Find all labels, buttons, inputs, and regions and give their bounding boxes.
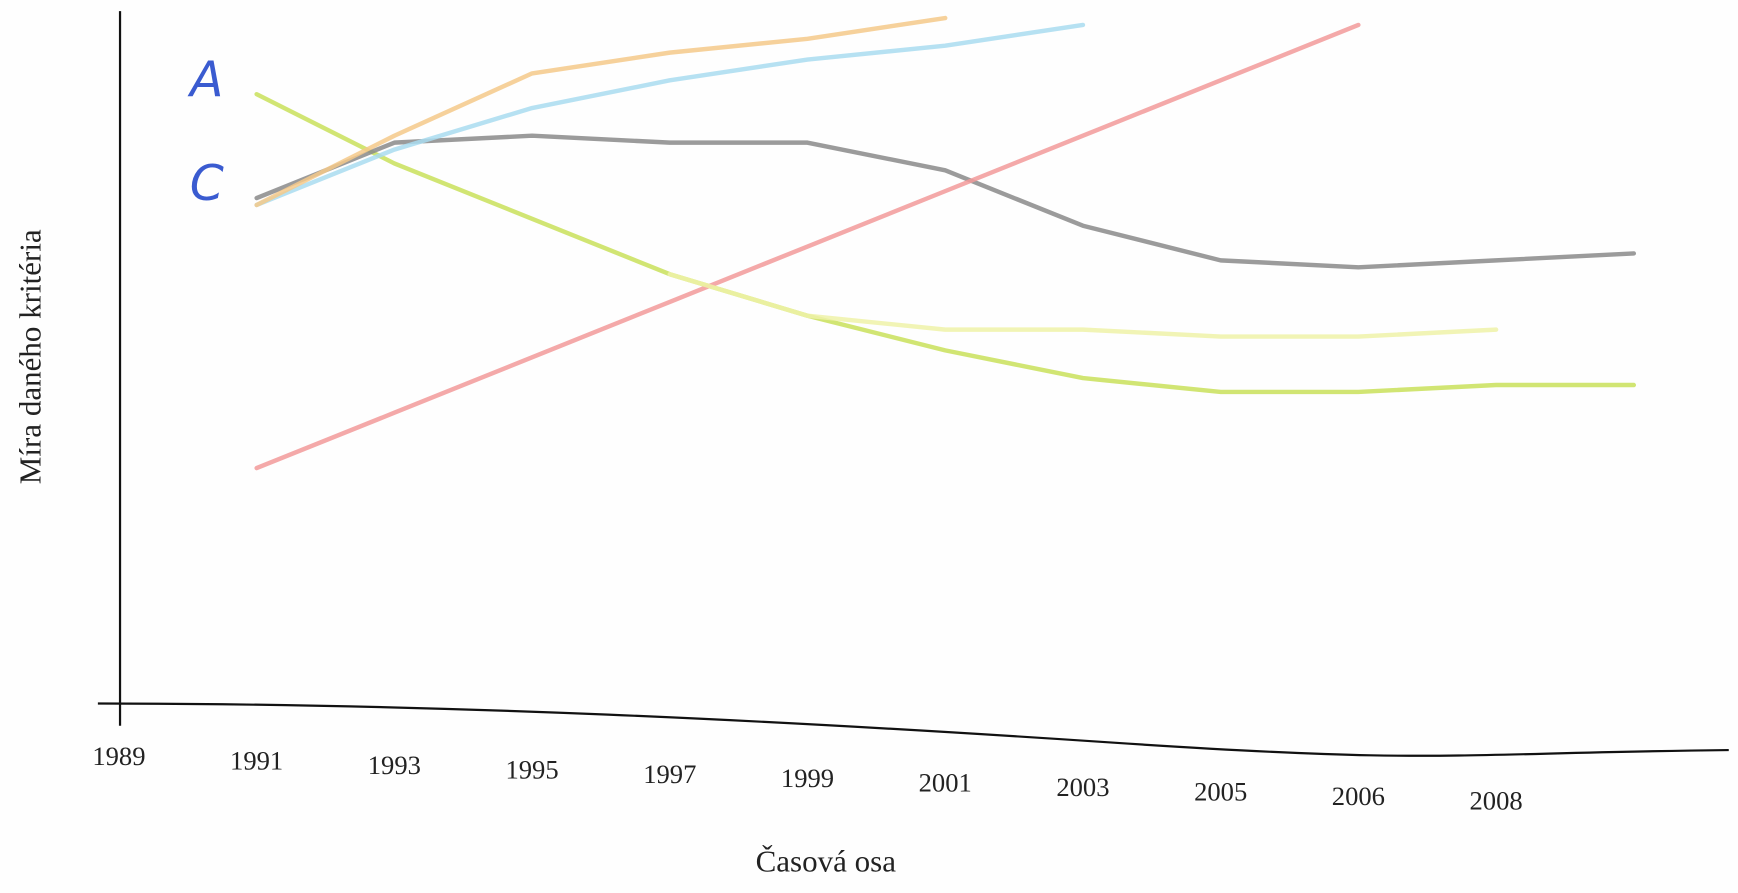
x-axis [97,702,1729,757]
series-line [254,22,1086,208]
series-label: A [187,52,223,108]
series-line [254,22,1361,471]
x-tick-label: 1995 [505,754,558,784]
x-tick-label: 2008 [1470,785,1523,815]
x-tick-label: 2003 [1056,772,1109,802]
series-line [254,133,1637,270]
x-tick-label: 1989 [92,741,145,771]
x-tick-label: 2005 [1194,777,1247,807]
x-tick-label: 1999 [781,763,834,793]
series-label: C [190,156,224,212]
x-tick-label: 2006 [1332,781,1385,811]
x-tick-label: 2001 [919,768,972,798]
x-axis-title: Časová osa [756,843,897,878]
x-tick-label: 1991 [230,745,283,775]
series-line [254,91,1637,395]
x-tick-label: 1993 [368,750,421,780]
y-axis-title: Míra daného kritéria [13,229,48,484]
series-line [254,15,948,208]
x-tick-label: 1997 [643,759,696,789]
series-line [667,271,1499,339]
